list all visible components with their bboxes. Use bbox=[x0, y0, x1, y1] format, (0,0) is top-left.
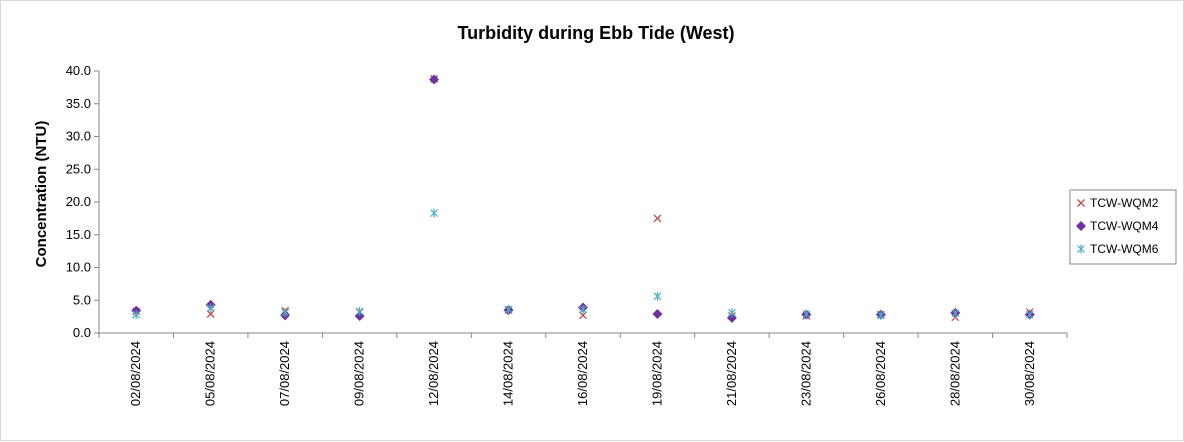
y-tick-label: 0.0 bbox=[73, 325, 91, 340]
point-tcw-wqm6 bbox=[281, 308, 290, 318]
axes: 0.0 5.0 10.0 15.0 20.0 25.0 30.0 35.0 40.0 02/08/… bbox=[66, 63, 1068, 406]
legend-marker bbox=[1077, 244, 1085, 254]
point-tcw-wqm6 bbox=[1025, 310, 1034, 320]
x-tick-label: 09/08/2024 bbox=[352, 341, 367, 406]
data-points bbox=[131, 74, 1035, 323]
legend-item: TCW-WQM4 bbox=[1076, 219, 1159, 233]
legend-label: TCW-WQM6 bbox=[1090, 242, 1159, 256]
legend-marker bbox=[1077, 199, 1085, 207]
chart-title: Turbidity during Ebb Tide (West) bbox=[458, 23, 735, 43]
x-tick-label: 21/08/2024 bbox=[724, 341, 739, 406]
point-tcw-wqm6 bbox=[579, 304, 587, 314]
legend-label: TCW-WQM4 bbox=[1090, 219, 1159, 233]
x-tick-label: 02/08/2024 bbox=[128, 341, 143, 406]
y-tick-label: 15.0 bbox=[66, 227, 91, 242]
y-tick-label: 30.0 bbox=[66, 129, 91, 144]
point-tcw-wqm6 bbox=[653, 291, 662, 301]
point-tcw-wqm2 bbox=[579, 311, 587, 320]
y-tick-label: 5.0 bbox=[73, 292, 91, 307]
legend: TCW-WQM2 TCW-WQM4 TCW-WQM6 bbox=[1069, 189, 1177, 265]
point-tcw-wqm6 bbox=[802, 309, 811, 319]
y-tick-label: 10.0 bbox=[66, 260, 91, 275]
point-tcw-wqm4 bbox=[652, 309, 663, 320]
point-tcw-wqm6 bbox=[504, 304, 513, 314]
x-tick-label: 14/08/2024 bbox=[501, 341, 516, 406]
x-tick-label: 23/08/2024 bbox=[798, 341, 813, 406]
point-tcw-wqm6 bbox=[132, 310, 141, 320]
legend-marker bbox=[1076, 221, 1086, 231]
point-tcw-wqm2 bbox=[206, 310, 215, 318]
legend-label: TCW-WQM2 bbox=[1090, 196, 1159, 210]
x-tick-label: 07/08/2024 bbox=[277, 341, 292, 406]
legend-item: TCW-WQM6 bbox=[1077, 242, 1159, 256]
point-tcw-wqm6 bbox=[727, 308, 736, 318]
y-tick-label: 40.0 bbox=[66, 63, 91, 78]
x-tick-label: 16/08/2024 bbox=[575, 341, 590, 406]
x-tick-label: 28/08/2024 bbox=[947, 341, 962, 406]
point-tcw-wqm6 bbox=[206, 303, 215, 313]
point-tcw-wqm6 bbox=[951, 308, 960, 318]
y-tick-label: 25.0 bbox=[66, 161, 91, 176]
x-tick-label: 12/08/2024 bbox=[426, 341, 441, 406]
x-tick-label: 05/08/2024 bbox=[203, 341, 218, 406]
point-tcw-wqm6 bbox=[430, 208, 439, 218]
point-tcw-wqm6 bbox=[876, 310, 885, 320]
point-tcw-wqm2 bbox=[653, 214, 662, 223]
x-tick-label: 30/08/2024 bbox=[1022, 341, 1037, 406]
point-tcw-wqm6 bbox=[355, 306, 364, 316]
y-axis-label: Concentration (NTU) bbox=[33, 121, 50, 268]
x-tick-label: 26/08/2024 bbox=[873, 341, 888, 406]
y-tick-label: 35.0 bbox=[66, 96, 91, 111]
x-tick-label: 19/08/2024 bbox=[649, 341, 664, 406]
y-tick-label: 20.0 bbox=[66, 194, 91, 209]
point-tcw-wqm4 bbox=[429, 74, 440, 85]
legend-item: TCW-WQM2 bbox=[1077, 196, 1159, 210]
legend-box bbox=[1069, 189, 1177, 265]
